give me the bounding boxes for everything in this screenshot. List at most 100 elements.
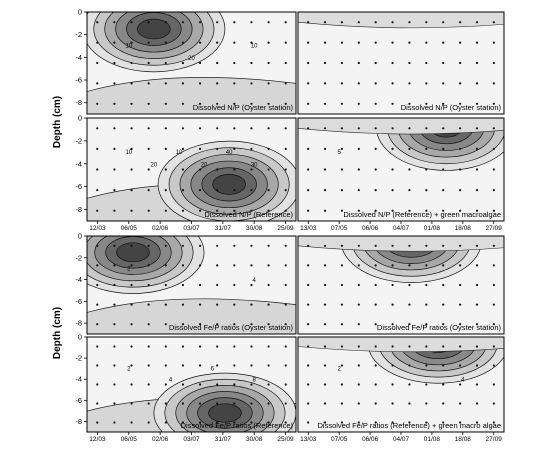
y-tick-label: -2 xyxy=(75,354,82,363)
sample-point xyxy=(216,244,219,247)
sample-point xyxy=(250,345,253,348)
sample-point xyxy=(96,345,99,348)
sample-point xyxy=(307,189,310,192)
y-tick-label: -4 xyxy=(75,159,82,168)
contour-line xyxy=(212,174,246,195)
sample-point xyxy=(340,82,344,85)
sample-point xyxy=(323,189,327,192)
sample-point xyxy=(475,41,479,44)
sample-point xyxy=(391,168,394,171)
sample-point xyxy=(391,421,394,424)
x-tick-label: 01/08 xyxy=(424,436,441,443)
sample-point xyxy=(374,421,377,424)
sample-point xyxy=(442,41,445,44)
sample-point xyxy=(181,209,185,212)
sample-point xyxy=(425,244,428,247)
sample-point xyxy=(96,82,99,85)
sample-point xyxy=(181,61,185,65)
sample-point xyxy=(458,283,462,287)
sample-point xyxy=(340,283,344,287)
sample-point xyxy=(284,383,287,386)
y-tick-label: -4 xyxy=(75,275,82,284)
sample-point xyxy=(357,402,360,405)
sample-point xyxy=(147,364,150,367)
sample-point xyxy=(250,82,253,85)
contour-label: 4 xyxy=(461,378,465,384)
contour-label: 5 xyxy=(338,150,342,156)
panel-frame xyxy=(297,235,505,335)
sample-point xyxy=(323,102,327,105)
sample-point xyxy=(130,244,133,247)
sample-point xyxy=(113,283,116,287)
contour-label: 10 xyxy=(125,44,132,50)
sample-point xyxy=(267,364,270,367)
sample-point xyxy=(475,102,479,105)
sample-point xyxy=(147,323,150,326)
sample-point xyxy=(357,209,360,212)
x-tick-label: 25/09 xyxy=(277,436,294,443)
sample-point xyxy=(475,168,479,171)
sample-point xyxy=(374,41,377,44)
x-tick-label: 12/03 xyxy=(89,225,106,232)
sample-point xyxy=(458,127,462,130)
y-tick-label: 0 xyxy=(78,114,82,123)
sample-point xyxy=(130,303,133,306)
sample-point xyxy=(442,82,445,85)
sample-point xyxy=(408,168,411,171)
sample-point xyxy=(130,102,133,105)
sample-point xyxy=(357,82,360,85)
sample-point xyxy=(113,209,116,212)
sample-point xyxy=(164,383,167,386)
contour-band xyxy=(298,236,504,252)
sample-point xyxy=(492,189,495,192)
sample-point xyxy=(307,147,310,150)
sample-point xyxy=(391,189,394,192)
sample-point xyxy=(250,127,253,130)
sample-point xyxy=(408,41,411,44)
x-tick-label: 06/05 xyxy=(121,436,138,443)
sample-point xyxy=(408,264,411,267)
sample-point xyxy=(408,323,411,326)
sample-point xyxy=(267,421,270,424)
sample-point xyxy=(181,82,185,85)
sample-point xyxy=(96,147,99,150)
x-tick-label: 02/06 xyxy=(152,225,169,232)
sample-point xyxy=(475,209,479,212)
sample-point xyxy=(340,41,344,44)
sample-point xyxy=(442,283,445,287)
sample-point xyxy=(233,127,236,130)
sample-point xyxy=(233,303,236,306)
sample-point xyxy=(164,209,167,212)
sample-point xyxy=(233,323,236,326)
sample-point xyxy=(492,61,495,65)
sample-point xyxy=(284,168,287,171)
sample-point xyxy=(181,323,185,326)
contour-label: 8 xyxy=(253,378,257,384)
sample-point xyxy=(164,168,167,171)
sample-point xyxy=(250,421,253,424)
sample-point xyxy=(492,21,495,24)
x-tick-label: 27/09 xyxy=(486,225,503,232)
sample-point xyxy=(323,127,327,130)
sample-point xyxy=(374,364,377,367)
sample-point xyxy=(113,168,116,171)
sample-point xyxy=(233,402,236,405)
x-tick-label: 27/09 xyxy=(486,436,503,443)
sample-point xyxy=(164,303,167,306)
sample-point xyxy=(284,21,287,24)
contour-label: 10 xyxy=(125,150,132,156)
sample-point xyxy=(475,244,479,247)
sample-point xyxy=(267,402,270,405)
sample-point xyxy=(147,82,150,85)
x-tick-label: 04/07 xyxy=(393,436,410,443)
sample-point xyxy=(130,283,133,287)
sample-point xyxy=(307,421,310,424)
sample-point xyxy=(216,102,219,105)
sample-point xyxy=(357,127,360,130)
sample-point xyxy=(198,345,202,348)
x-tick-label: 31/07 xyxy=(215,436,232,443)
sample-point xyxy=(284,82,287,85)
sample-point xyxy=(458,383,462,386)
y-tick-label: 0 xyxy=(78,333,82,342)
sample-point xyxy=(130,21,133,24)
